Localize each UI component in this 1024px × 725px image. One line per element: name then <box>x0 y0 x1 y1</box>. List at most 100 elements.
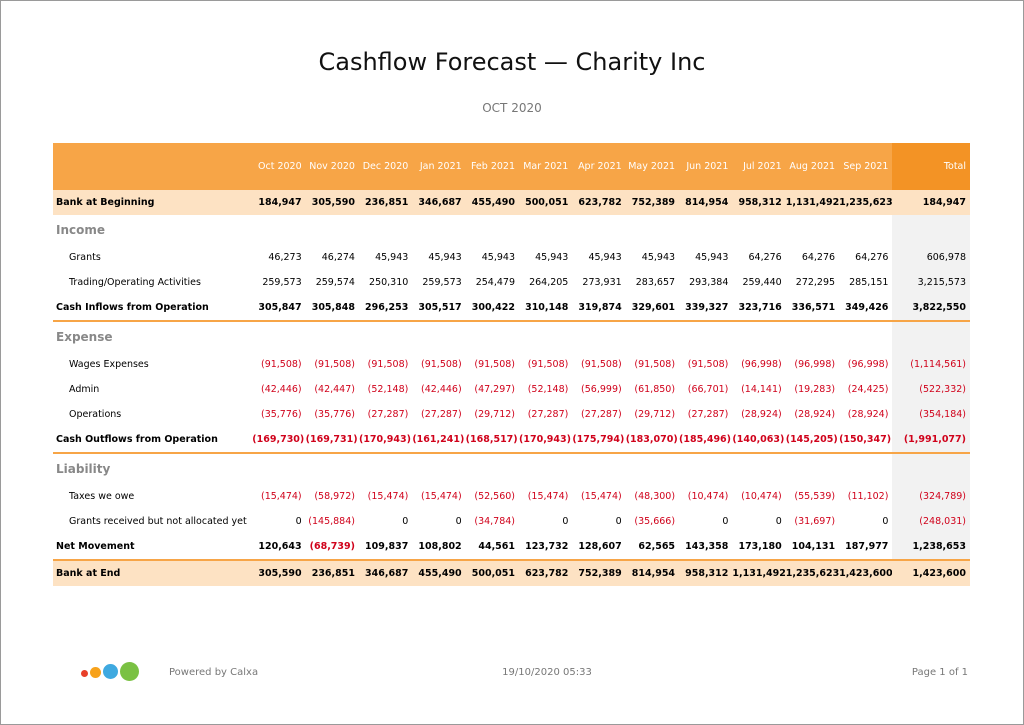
value-cell: 0 <box>722 516 729 527</box>
value-cell: (169,731) <box>305 427 359 454</box>
value-cell: 0 <box>615 516 622 527</box>
value-cell: 958,312 <box>679 560 733 586</box>
empty-cell <box>412 321 465 352</box>
empty-cell <box>679 215 732 245</box>
value-cell: 250,310 <box>369 277 409 288</box>
value-cell: 0 <box>775 516 782 527</box>
empty-cell <box>412 453 465 484</box>
value-cell: 958,312 <box>732 190 786 215</box>
value-cell: (27,287) <box>527 409 569 420</box>
value-cell: 500,051 <box>465 560 520 586</box>
row-label: Cash Outflows from Operation <box>53 427 253 454</box>
value-cell: 623,782 <box>572 190 626 215</box>
value-cell: 752,389 <box>625 190 680 215</box>
total-cell: (1,991,077) <box>892 427 970 454</box>
empty-cell <box>626 321 679 352</box>
value-cell: 300,422 <box>465 295 520 322</box>
row-label: Bank at Beginning <box>53 190 253 215</box>
value-cell: 623,782 <box>519 560 573 586</box>
value-cell: (10,474) <box>741 491 782 502</box>
empty-cell <box>572 215 625 245</box>
row-label: Grants <box>69 252 101 263</box>
value-cell: 45,943 <box>695 252 729 263</box>
value-cell: 349,426 <box>839 295 893 322</box>
total-cell: (1,114,561) <box>892 352 970 377</box>
value-cell: 173,180 <box>732 534 786 561</box>
row-label: Operations <box>69 409 122 420</box>
value-cell: (91,508) <box>687 359 729 370</box>
value-cell: 346,687 <box>412 190 466 215</box>
value-cell: (27,287) <box>421 409 462 420</box>
empty-cell <box>519 215 572 245</box>
value-cell: 0 <box>562 516 569 527</box>
column-header: Jan 2021 <box>412 143 466 190</box>
value-cell: 259,573 <box>262 277 302 288</box>
value-cell: 45,943 <box>481 252 516 263</box>
column-header: Jul 2021 <box>732 143 786 190</box>
empty-cell <box>572 453 625 484</box>
empty-cell <box>732 453 785 484</box>
admin-row: Admin (42,446) (42,447) (52,148) (42,446) (47… <box>53 377 970 402</box>
value-cell: (42,447) <box>314 384 355 395</box>
report-period: OCT 2020 <box>482 101 542 115</box>
value-cell: (185,496) <box>679 427 733 454</box>
section-header-row: Expense <box>53 321 970 352</box>
empty-cell <box>252 453 305 484</box>
empty-cell <box>839 215 892 245</box>
value-cell: (35,666) <box>634 516 676 527</box>
value-cell: 329,601 <box>625 295 680 322</box>
value-cell: 184,947 <box>252 190 306 215</box>
total-cell: 606,978 <box>892 245 970 270</box>
grants-row: Grants 46,273 46,274 45,943 45,943 45,943 45,9… <box>53 245 970 270</box>
value-cell: 339,327 <box>679 295 733 322</box>
value-cell: 45,943 <box>535 252 569 263</box>
total-cell: 1,238,653 <box>892 534 970 561</box>
value-cell: (96,998) <box>794 359 836 370</box>
total-cell: (324,789) <box>892 484 970 509</box>
calxa-logo <box>81 662 141 682</box>
value-cell: 296,253 <box>358 295 413 322</box>
section-title: Income <box>56 223 106 237</box>
empty-cell <box>892 215 970 245</box>
section-header-row: Liability <box>53 453 970 484</box>
value-cell: 1,235,623 <box>785 560 840 586</box>
value-cell: 62,565 <box>625 534 680 561</box>
value-cell: (27,287) <box>581 409 622 420</box>
empty-cell <box>626 453 679 484</box>
value-cell: 500,051 <box>519 190 573 215</box>
wages-row: Wages Expenses (91,508) (91,508) (91,508) (9… <box>53 352 970 377</box>
row-label: Trading/Operating Activities <box>69 277 201 288</box>
value-cell: (96,998) <box>741 359 782 370</box>
value-cell: (14,141) <box>741 384 782 395</box>
value-cell: (31,697) <box>794 516 836 527</box>
bank-begin-row: Bank at Beginning 184,947 305,590 236,851 34… <box>53 190 970 215</box>
value-cell: (34,784) <box>474 516 516 527</box>
row-label: Admin <box>69 384 100 395</box>
value-cell: 45,943 <box>375 252 409 263</box>
empty-cell <box>466 215 519 245</box>
column-header: Nov 2020 <box>305 143 359 190</box>
value-cell: 305,517 <box>412 295 466 322</box>
header-label-cell <box>53 143 253 190</box>
logo-dot <box>120 662 139 681</box>
value-cell: 310,148 <box>519 295 573 322</box>
value-cell: 46,274 <box>321 252 355 263</box>
empty-cell <box>626 215 679 245</box>
value-cell: 64,276 <box>801 252 836 263</box>
value-cell: 45,943 <box>641 252 676 263</box>
value-cell: 64,276 <box>748 252 782 263</box>
value-cell: (169,730) <box>252 427 306 454</box>
value-cell: 104,131 <box>785 534 840 561</box>
value-cell: (15,474) <box>527 491 569 502</box>
row-label: Wages Expenses <box>69 359 149 370</box>
value-cell: (35,776) <box>260 409 302 420</box>
value-cell: 46,273 <box>268 252 302 263</box>
value-cell: 752,389 <box>572 560 626 586</box>
value-cell: (150,347) <box>839 427 893 454</box>
row-label: Bank at End <box>53 560 253 586</box>
value-cell: (66,701) <box>687 384 729 395</box>
empty-cell <box>306 453 359 484</box>
value-cell: (91,508) <box>581 359 622 370</box>
empty-cell <box>839 453 892 484</box>
